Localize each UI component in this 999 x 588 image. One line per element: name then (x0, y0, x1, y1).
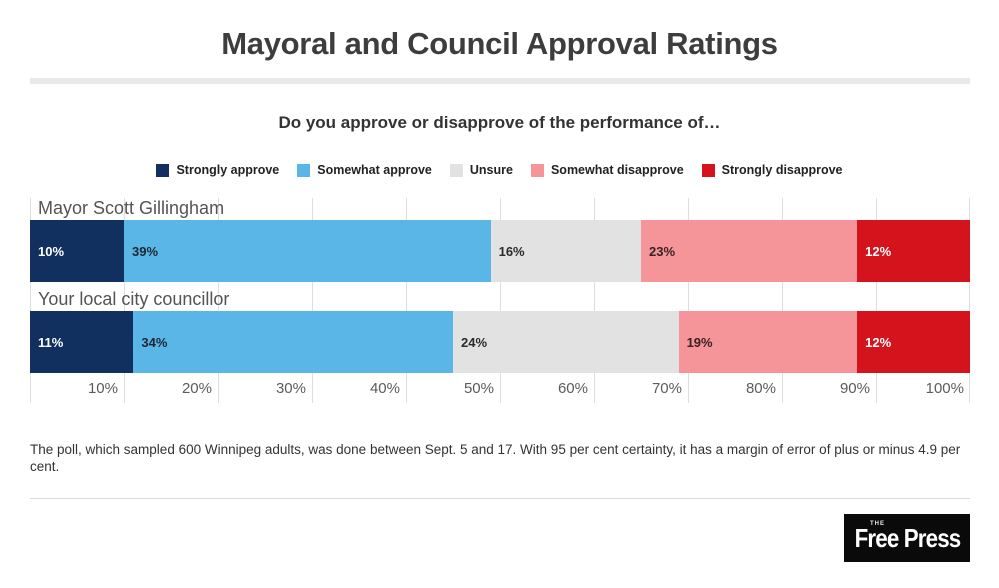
legend-swatch-icon (156, 163, 170, 177)
grid-line (312, 198, 313, 403)
bar-segment: 24% (452, 311, 679, 373)
chart-rows: Mayor Scott Gillingham 10% 39% 16% 23% 12% You… (30, 196, 970, 373)
segment-value-label: 12% (865, 334, 892, 350)
axis-tick-label: 40% (369, 379, 400, 397)
segment-value-label: 34% (141, 334, 168, 350)
chart: Mayor Scott Gillingham 10% 39% 16% 23% 12% You… (30, 196, 970, 403)
segment-value-label: 39% (132, 243, 159, 259)
legend-label: Somewhat approve (317, 163, 432, 177)
footnote: The poll, which sampled 600 Winnipeg adu… (30, 442, 961, 474)
chart-subtitle: Do you approve or disapprove of the perf… (278, 113, 721, 132)
grid-line (218, 198, 219, 403)
grid-line (594, 198, 595, 403)
axis-tick-label: 30% (275, 379, 306, 397)
grid-line (876, 198, 877, 403)
page-title: Mayoral and Council Approval Ratings (221, 26, 778, 61)
grid-line (406, 198, 407, 403)
axis-tick-label: 100% (925, 379, 964, 397)
free-press-logo: THE Free Press (844, 514, 970, 562)
segment-value-label: 12% (865, 243, 892, 259)
legend-swatch-icon (449, 163, 463, 177)
legend-label: Strongly approve (176, 163, 280, 177)
axis-tick-label: 70% (651, 379, 682, 397)
axis-tick-label: 90% (839, 379, 870, 397)
segment-value-label: 11% (38, 334, 64, 350)
segment-value-label: 23% (648, 243, 676, 259)
axis-tick-label: 20% (181, 379, 212, 397)
legend-item: Somewhat disapprove (530, 163, 684, 177)
title-divider (30, 78, 970, 84)
segment-value-label: 16% (498, 243, 525, 259)
legend-label: Strongly disapprove (721, 163, 843, 177)
legend-item: Unsure (449, 163, 513, 177)
segment-value-label: 10% (38, 243, 65, 259)
legend-swatch-icon (297, 163, 311, 177)
grid-line (782, 198, 783, 403)
legend-label: Somewhat disapprove (550, 163, 684, 177)
axis-tick-label: 80% (745, 379, 776, 397)
grid-line (688, 198, 689, 403)
segment-value-label: 19% (686, 334, 713, 350)
bar-segment: 16% (490, 220, 641, 282)
bar-segment: 34% (133, 311, 453, 373)
logo-the-text: THE (870, 521, 885, 527)
footer: THE Free Press (0, 514, 999, 562)
bar-segment: 19% (678, 311, 858, 373)
legend: Strongly approve Somewhat approve Unsure So… (0, 161, 999, 179)
bar-segment: 39% (124, 220, 491, 282)
legend-item: Strongly approve (156, 163, 279, 177)
grid-line (124, 198, 125, 403)
axis-tick-label: 10% (87, 379, 118, 397)
category-label: Your local city councillor (38, 288, 230, 309)
bar-segment: 23% (640, 220, 858, 282)
legend-swatch-icon (701, 163, 715, 177)
bar-segment: 12% (857, 220, 970, 282)
axis-tick-label: 50% (463, 379, 494, 397)
bar-row: 11% 34% 24% 19% 12% (30, 311, 970, 373)
grid-line (500, 198, 501, 403)
x-axis: 10% 20% 30% 40% 50% 60% 70% 80% 90% 100% (30, 373, 970, 403)
category-label: Mayor Scott Gillingham (38, 197, 225, 218)
legend-item: Strongly disapprove (701, 163, 843, 177)
footer-divider (30, 498, 970, 499)
bar-segment: 11% (30, 311, 134, 373)
grid-line (30, 198, 31, 403)
bar-row: 10% 39% 16% 23% 12% (30, 220, 970, 282)
bar-segment: 10% (30, 220, 124, 282)
legend-item: Somewhat approve (297, 163, 432, 177)
axis-tick-label: 60% (557, 379, 588, 397)
bar-segment: 12% (857, 311, 970, 373)
grid-line (969, 198, 970, 403)
logo-name-text: Free Press (854, 522, 961, 553)
segment-value-label: 24% (460, 334, 488, 350)
legend-label: Unsure (469, 163, 513, 177)
legend-swatch-icon (530, 163, 544, 177)
